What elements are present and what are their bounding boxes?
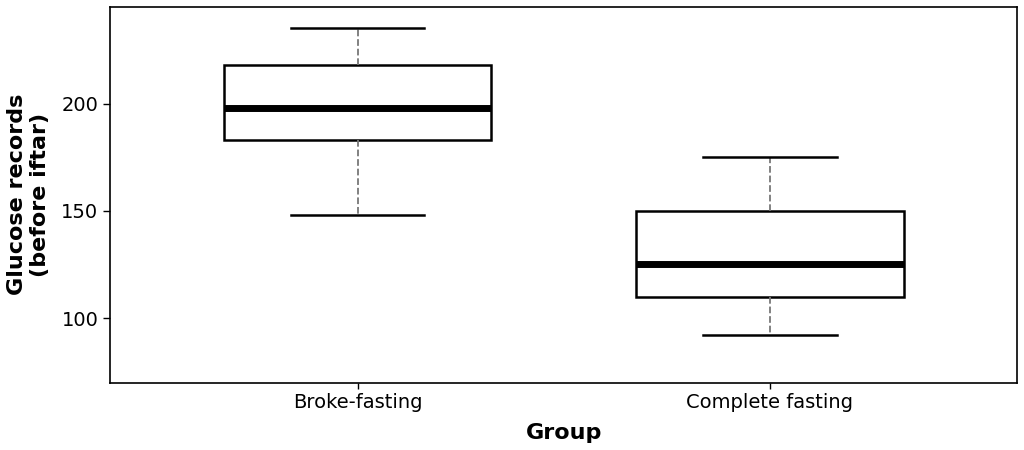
PathPatch shape	[223, 65, 492, 140]
X-axis label: Group: Group	[525, 423, 602, 443]
PathPatch shape	[636, 211, 904, 297]
Y-axis label: Glucose records
(before iftar): Glucose records (before iftar)	[7, 94, 50, 295]
